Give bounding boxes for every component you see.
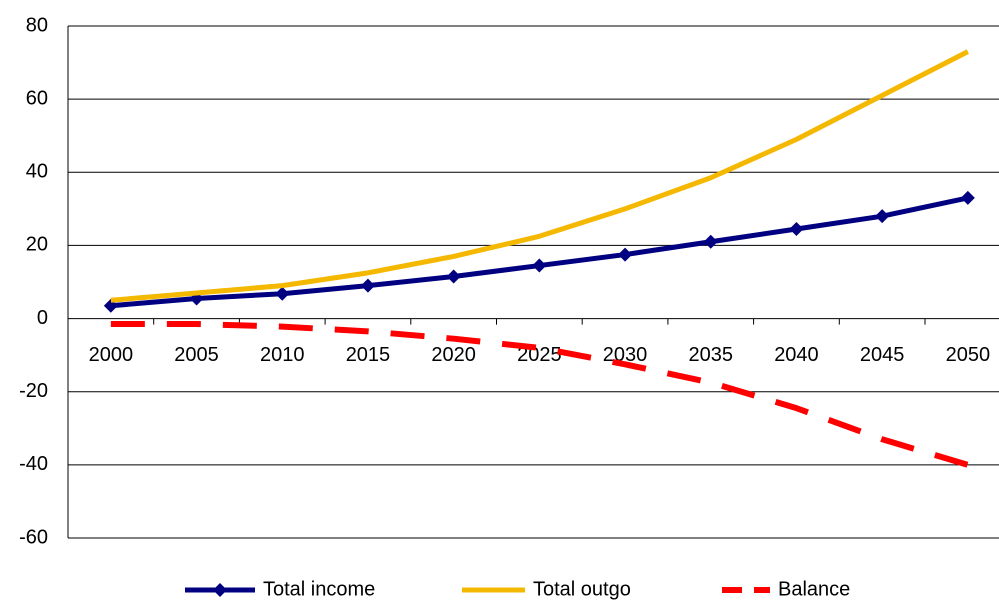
legend-label: Total income	[263, 578, 375, 600]
marker	[875, 209, 890, 224]
x-tick-label: 2045	[860, 344, 905, 366]
marker	[446, 269, 461, 284]
marker	[275, 286, 290, 301]
x-tick-label: 2040	[774, 344, 819, 366]
x-tick-label: 2020	[431, 344, 476, 366]
legend-marker	[213, 583, 227, 597]
x-tick-label: 2035	[689, 344, 734, 366]
marker	[360, 278, 375, 293]
y-tick-label: 0	[37, 307, 48, 329]
marker	[618, 247, 633, 262]
y-tick-label: -40	[19, 453, 48, 475]
series-line	[110, 321, 969, 468]
x-tick-label: 2000	[89, 344, 134, 366]
y-tick-label: 20	[26, 234, 48, 256]
y-tick-label: -60	[19, 526, 48, 548]
x-tick-label: 2015	[346, 344, 391, 366]
legend-label: Total outgo	[533, 578, 631, 600]
y-tick-label: -20	[19, 380, 48, 402]
marker	[960, 190, 975, 205]
marker	[703, 234, 718, 249]
series-line	[110, 49, 969, 303]
marker	[532, 258, 547, 273]
legend-label: Balance	[778, 578, 850, 600]
x-tick-label: 2050	[946, 344, 991, 366]
y-tick-label: 60	[26, 87, 48, 109]
y-tick-label: 40	[26, 161, 48, 183]
x-tick-label: 2010	[260, 344, 305, 366]
x-tick-label: 2005	[174, 344, 219, 366]
marker	[789, 221, 804, 236]
y-tick-label: 80	[26, 14, 48, 36]
